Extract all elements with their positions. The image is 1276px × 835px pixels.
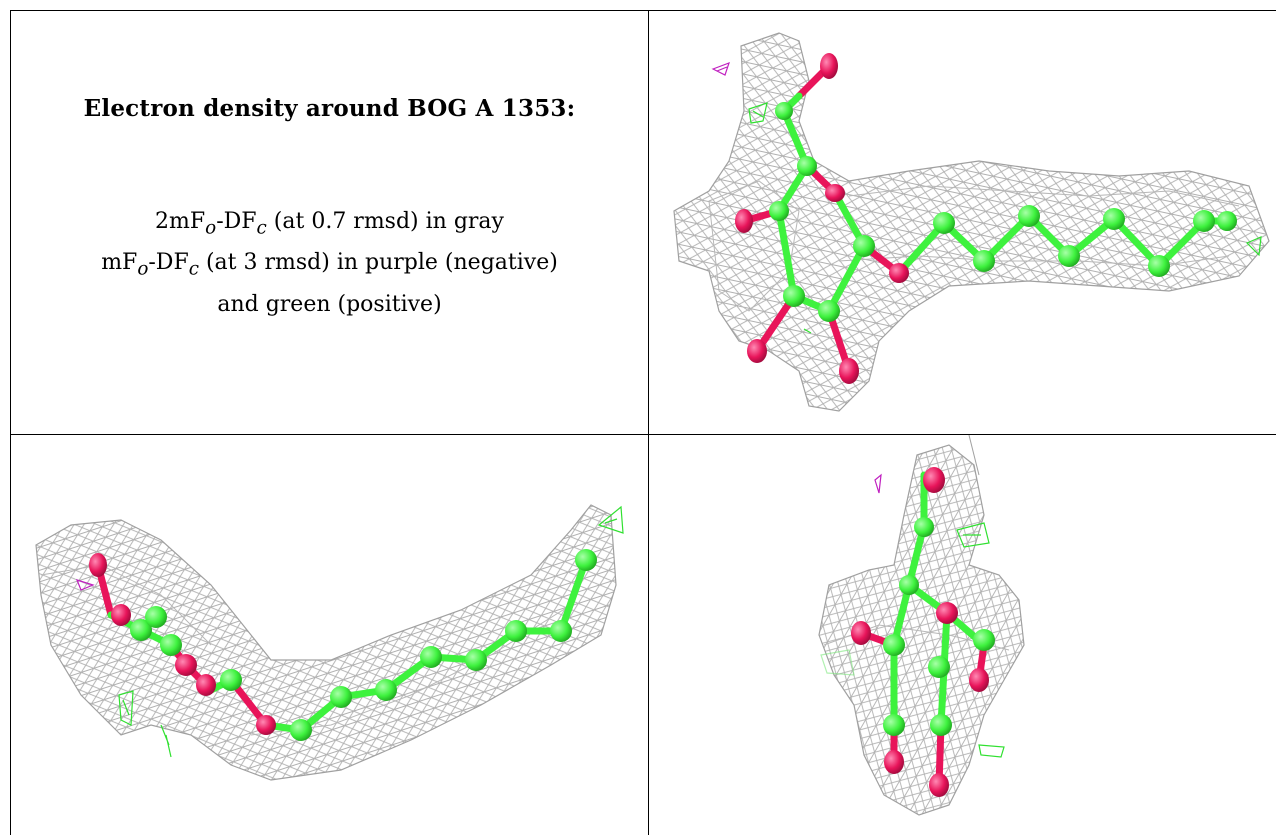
- figure-table: Electron density around BOG A 1353: 2mFo…: [10, 10, 1276, 835]
- carbon-atom: [465, 649, 487, 671]
- carbon-atom: [930, 714, 952, 736]
- table-border-left: [10, 10, 11, 835]
- legend-line-colors: and green (positive): [217, 291, 442, 317]
- molecule-view-2: [35, 504, 624, 781]
- density-view-bottom-left: [11, 435, 648, 835]
- molecule-atoms: [735, 53, 1237, 384]
- carbon-atom: [1103, 208, 1125, 230]
- carbon-atom: [420, 646, 442, 668]
- carbon-atom: [220, 669, 242, 691]
- oxygen-atom: [89, 553, 107, 577]
- table-border-middle: [648, 10, 649, 835]
- carbon-atom: [330, 686, 352, 708]
- carbon-atom: [883, 714, 905, 736]
- oxygen-atom: [889, 263, 909, 283]
- difference-density: [75, 505, 624, 758]
- carbon-atom: [973, 629, 995, 651]
- positive-density-blob: [820, 649, 855, 676]
- carbon-atom: [550, 620, 572, 642]
- table-border-top: [10, 10, 1276, 11]
- molecule-atoms: [89, 549, 597, 741]
- table-border-center: [10, 434, 1276, 435]
- negative-density-blob: [874, 473, 882, 494]
- oxygen-atom: [175, 654, 197, 676]
- oxygen-atom: [196, 674, 216, 696]
- oxygen-atom: [884, 750, 904, 774]
- positive-density-blob: [1245, 236, 1262, 257]
- oxygen-atom: [929, 773, 949, 797]
- carbon-atom: [1018, 205, 1040, 227]
- legend-title: Electron density around BOG A 1353:: [83, 95, 576, 122]
- negative-density-blob: [75, 579, 95, 591]
- carbon-atom: [290, 719, 312, 741]
- carbon-atom: [575, 549, 597, 571]
- oxygen-atom: [923, 467, 945, 493]
- positive-density-blob: [803, 328, 812, 334]
- legend-cell: Electron density around BOG A 1353: 2mFo…: [11, 11, 648, 434]
- oxygen-atom: [969, 668, 989, 692]
- carbon-atom: [899, 575, 919, 595]
- negative-density-blob: [711, 61, 730, 76]
- molecule-view-3: [818, 435, 1025, 816]
- carbon-atom: [797, 156, 817, 176]
- molecule-atoms: [851, 467, 995, 797]
- oxygen-atom: [851, 621, 871, 645]
- legend-line-2mfo: 2mFo-DFc (at 0.7 rmsd) in gray: [155, 209, 504, 239]
- carbon-atom: [933, 212, 955, 234]
- carbon-atom: [1148, 255, 1170, 277]
- carbon-atom: [818, 300, 840, 322]
- positive-density-blob: [978, 744, 1005, 758]
- positive-density-blob: [160, 724, 172, 758]
- legend-lines: 2mFo-DFc (at 0.7 rmsd) in gray mFo-DFc (…: [11, 204, 648, 322]
- oxygen-atom: [825, 184, 845, 202]
- molecule-view-1: [673, 32, 1270, 412]
- carbon-atom: [783, 285, 805, 307]
- oxygen-atom: [747, 339, 767, 363]
- carbon-atom: [883, 634, 905, 656]
- difference-density: [711, 61, 1262, 334]
- positive-density-blob: [748, 102, 768, 124]
- oxygen-atom: [839, 358, 859, 384]
- carbon-atom: [769, 201, 789, 221]
- carbon-atom: [928, 656, 950, 678]
- oxygen-atom: [111, 604, 131, 626]
- carbon-atom: [145, 606, 167, 628]
- carbon-atom: [375, 679, 397, 701]
- density-mesh: [35, 504, 617, 781]
- carbon-atom: [775, 102, 793, 120]
- carbon-atom: [505, 620, 527, 642]
- carbon-atom: [853, 235, 875, 257]
- positive-density-blob: [956, 522, 990, 548]
- legend-line-mfo: mFo-DFc (at 3 rmsd) in purple (negative): [101, 250, 558, 280]
- positive-density-blob: [118, 690, 134, 726]
- carbon-atom: [160, 634, 182, 656]
- carbon-atom: [1058, 245, 1080, 267]
- oxygen-atom: [820, 53, 838, 79]
- carbon-atom: [130, 619, 152, 641]
- carbon-atom: [914, 517, 934, 537]
- carbon-atom: [1217, 211, 1237, 231]
- oxygen-atom: [256, 715, 276, 735]
- density-view-bottom-right: [649, 435, 1276, 835]
- oxygen-atom: [936, 602, 958, 624]
- density-view-top-right: [649, 11, 1276, 434]
- carbon-atom: [1193, 210, 1215, 232]
- positive-density-blob: [597, 505, 624, 534]
- carbon-atom: [973, 250, 995, 272]
- oxygen-atom: [735, 209, 753, 233]
- difference-density: [820, 473, 1005, 758]
